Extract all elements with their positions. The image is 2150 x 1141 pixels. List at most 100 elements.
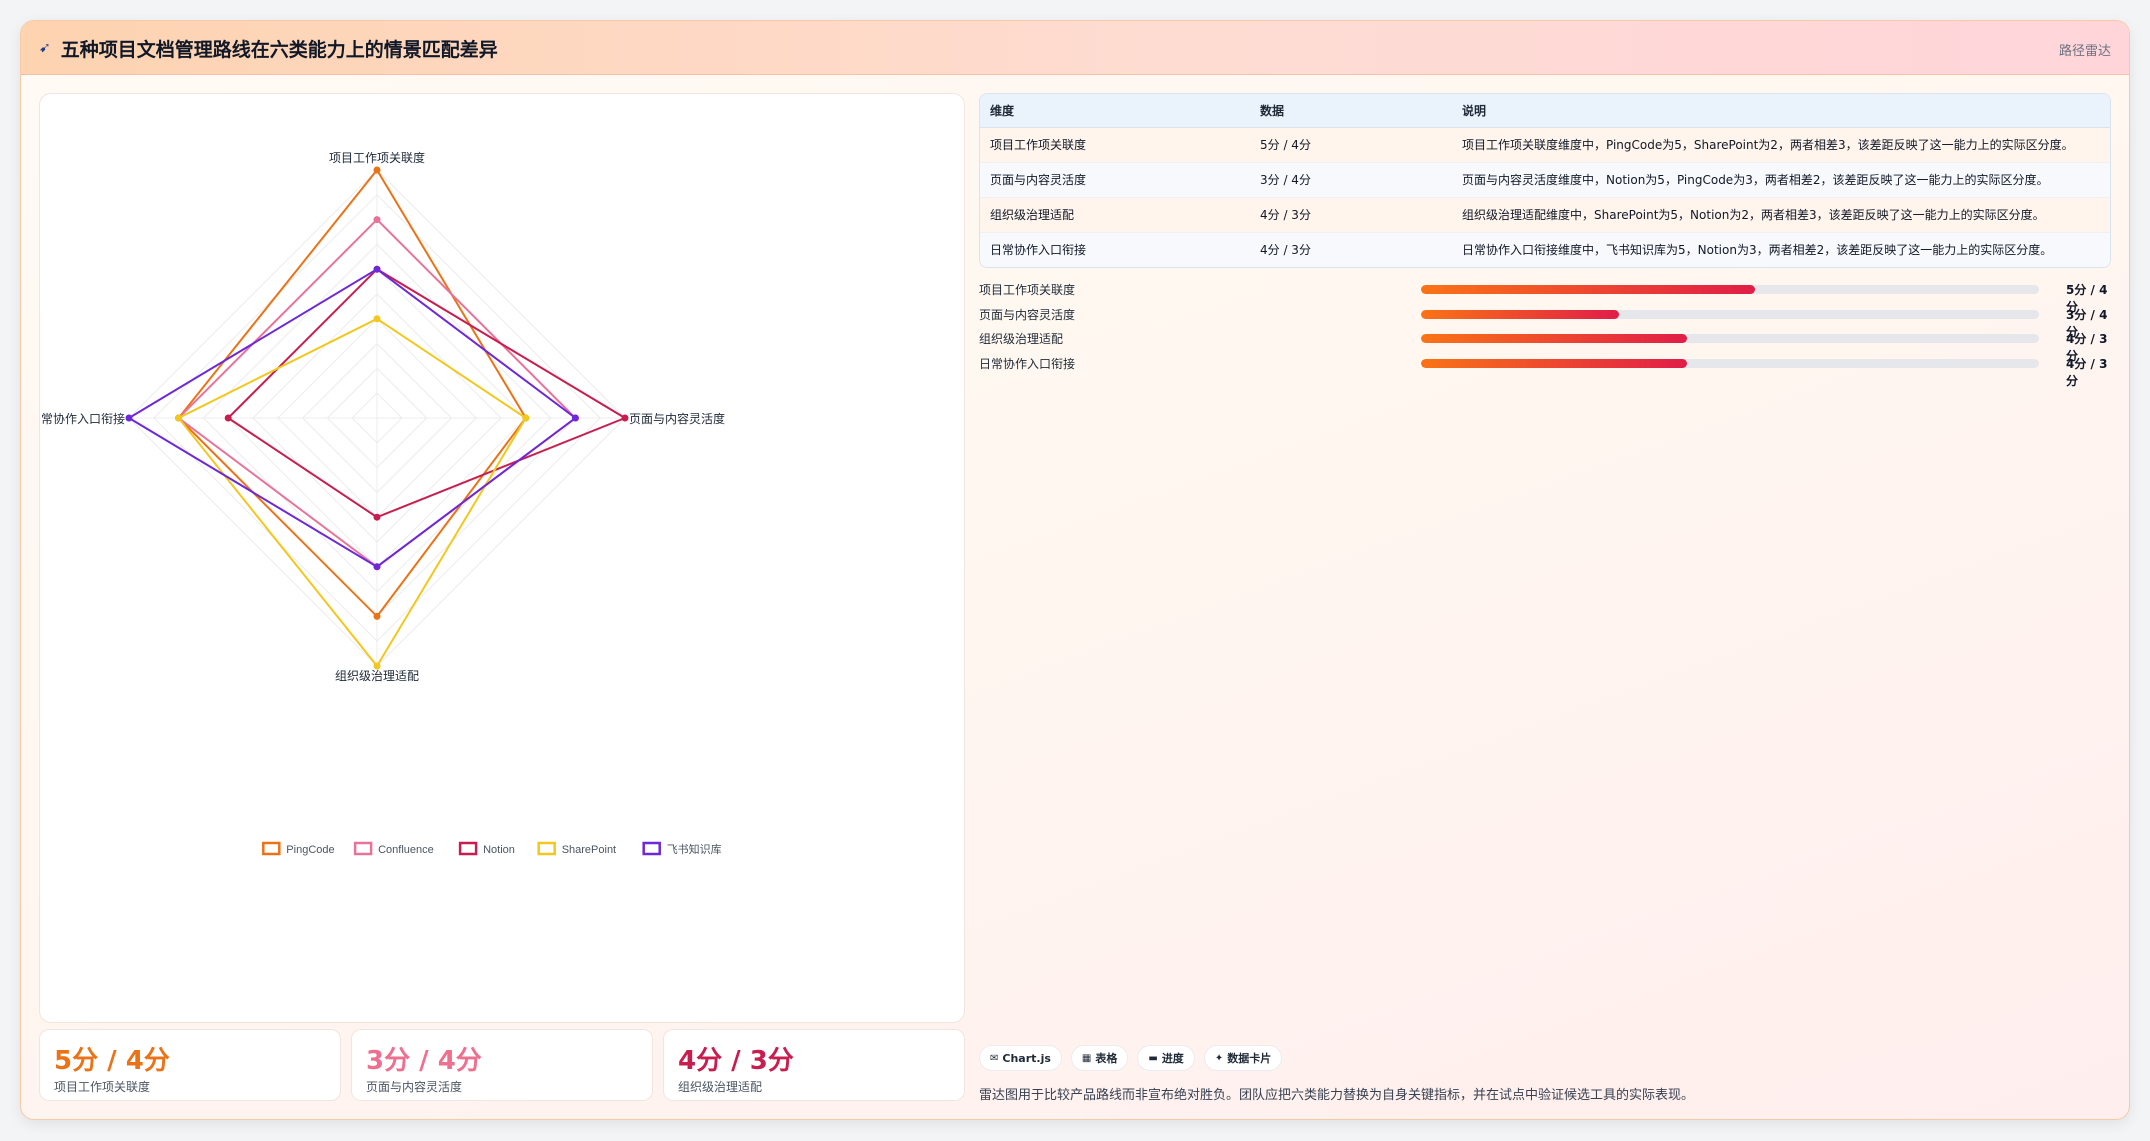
- data-point[interactable]: [373, 563, 381, 571]
- progress-track: [1421, 334, 2039, 343]
- footnote: 雷达图用于比较产品路线而非宣布绝对胜负。团队应把六类能力替换为自身关键指标，并在…: [979, 1088, 1695, 1103]
- table-row: 页面与内容灵活度 3分 / 4分 页面与内容灵活度维度中，Notion为5，Ping…: [980, 162, 2110, 198]
- data-point[interactable]: [373, 166, 381, 174]
- stat-label: 组织级治理适配: [678, 1080, 763, 1094]
- table-row: 项目工作项关联度 5分 / 4分 项目工作项关联度维度中，PingCode为5，Sh…: [980, 127, 2110, 163]
- tech-chip[interactable]: ▬ 进度: [1137, 1045, 1195, 1071]
- data-point[interactable]: [224, 414, 232, 422]
- axis-label: 项目工作项关联度: [329, 150, 425, 165]
- legend-swatch[interactable]: [262, 841, 281, 856]
- progress-value: 4分 / 3分: [2066, 356, 2108, 388]
- table-cell: 项目工作项关联度: [980, 127, 1250, 163]
- header-bar: ➹ 五种项目文档管理路线在六类能力上的情景匹配差异 路径雷达: [21, 21, 2129, 75]
- axis-label: 日常协作入口衔接: [40, 411, 125, 426]
- chip-label: 数据卡片: [1227, 1052, 1272, 1065]
- table-cell: 组织级治理适配: [980, 197, 1250, 233]
- progress-row: 组织级治理适配 4分 / 3分: [979, 326, 2111, 363]
- stat-card: 3分 / 4分页面与内容灵活度: [351, 1029, 653, 1101]
- data-point[interactable]: [621, 414, 629, 422]
- stat-value: 5分 / 4分: [54, 1046, 170, 1076]
- data-point[interactable]: [373, 315, 381, 323]
- table-header-row: 维度 数据 说明: [980, 94, 2110, 128]
- table-header-cell: 数据: [1250, 94, 1452, 128]
- radar-series: [125, 166, 629, 670]
- table-cell: 日常协作入口衔接维度中，飞书知识库为5，Notion为3，两者相差2，该差距反映…: [1452, 232, 2110, 267]
- legend-label[interactable]: Confluence: [378, 844, 434, 856]
- legend-label[interactable]: PingCode: [286, 844, 334, 856]
- progress-value: 4分 / 3分: [2066, 332, 2108, 363]
- table-row: 日常协作入口衔接 4分 / 3分 日常协作入口衔接维度中，飞书知识库为5，Notio…: [980, 232, 2110, 267]
- legend-swatch[interactable]: [353, 841, 373, 856]
- table-header-cell: 维度: [980, 94, 1250, 128]
- progress-track: [1421, 358, 2039, 368]
- data-point[interactable]: [373, 513, 381, 521]
- data-point[interactable]: [373, 216, 381, 224]
- chart-legend: PingCode Confluence Notion SharePoint 飞书知识库: [262, 841, 722, 856]
- table-row: 组织级治理适配 4分 / 3分 组织级治理适配维度中，SharePoint为5，No…: [980, 197, 2110, 233]
- data-point[interactable]: [125, 414, 133, 422]
- progress-row: 项目工作项关联度 5分 / 4分: [979, 277, 2111, 314]
- progress-label: 页面与内容灵活度: [979, 307, 1076, 322]
- tech-chip[interactable]: ✦ 数据卡片: [1203, 1045, 1283, 1071]
- stat-label: 页面与内容灵活度: [366, 1080, 463, 1094]
- progress-value: 3分 / 4分: [2066, 307, 2108, 339]
- chip-label: 表格: [1095, 1052, 1118, 1065]
- table-cell: 4分 / 3分: [1250, 197, 1452, 233]
- stat-label: 项目工作项关联度: [54, 1080, 151, 1094]
- stat-value: 3分 / 4分: [366, 1046, 482, 1076]
- data-point[interactable]: [373, 265, 381, 273]
- progress-fill: [1421, 358, 1687, 368]
- tech-chips: ✉ Chart.js ▦ 表格 ▬ 进度 ✦ 数据卡片: [979, 1045, 1283, 1071]
- page-title: 五种项目文档管理路线在六类能力上的情景匹配差异: [60, 38, 498, 61]
- chip-icon: ✦: [1214, 1052, 1224, 1064]
- progress-value: 5分 / 4分: [2066, 283, 2108, 314]
- progress-list: 项目工作项关联度 5分 / 4分页面与内容灵活度 3分 / 4分组织级治理适配 4分 …: [979, 277, 2111, 388]
- table-cell: 页面与内容灵活度维度中，Notion为5，PingCode为3，两者相差2，该差…: [1452, 162, 2110, 198]
- table-cell: 4分 / 3分: [1250, 232, 1452, 267]
- radar-grid: [128, 169, 626, 667]
- stat-value: 4分 / 3分: [678, 1046, 794, 1076]
- progress-track: [1421, 309, 2039, 319]
- legend-swatch[interactable]: [458, 841, 478, 856]
- data-point[interactable]: [522, 414, 530, 422]
- table-cell: 页面与内容灵活度: [980, 162, 1250, 198]
- chip-icon: ▦: [1081, 1052, 1092, 1064]
- table-cell: 项目工作项关联度维度中，PingCode为5，SharePoint为2，两者相差…: [1452, 127, 2110, 163]
- data-point[interactable]: [373, 662, 381, 670]
- table-header-cell: 说明: [1452, 94, 2110, 128]
- progress-row: 日常协作入口衔接 4分 / 3分: [979, 351, 2111, 388]
- progress-label: 组织级治理适配: [979, 332, 1064, 346]
- stat-card: 5分 / 4分项目工作项关联度: [39, 1029, 341, 1101]
- legend-label[interactable]: 飞书知识库: [667, 842, 722, 856]
- axis-label: 页面与内容灵活度: [629, 411, 725, 426]
- data-point[interactable]: [373, 612, 381, 620]
- progress-row: 页面与内容灵活度 3分 / 4分: [979, 302, 2111, 339]
- data-point[interactable]: [175, 414, 183, 422]
- progress-fill: [1421, 309, 1619, 319]
- legend-label[interactable]: SharePoint: [562, 844, 616, 856]
- telescope-icon: ➹: [39, 40, 51, 56]
- table-cell: 3分 / 4分: [1250, 162, 1452, 198]
- stat-card: 4分 / 3分组织级治理适配: [663, 1029, 965, 1101]
- progress-label: 项目工作项关联度: [979, 283, 1076, 297]
- legend-swatch[interactable]: [642, 841, 661, 856]
- chip-label: 进度: [1161, 1052, 1184, 1065]
- tech-chip[interactable]: ▦ 表格: [1070, 1045, 1129, 1071]
- legend-swatch[interactable]: [537, 841, 556, 856]
- legend-label[interactable]: Notion: [483, 844, 515, 856]
- chip-icon: ▬: [1148, 1052, 1158, 1064]
- chip-label: Chart.js: [1002, 1051, 1051, 1065]
- progress-track: [1421, 285, 2039, 294]
- table-cell: 组织级治理适配维度中，SharePoint为5，Notion为2，两者相差3，该…: [1452, 197, 2110, 233]
- axis-label: 组织级治理适配: [335, 669, 419, 683]
- progress-label: 日常协作入口衔接: [979, 356, 1076, 371]
- table-cell: 日常协作入口衔接: [980, 232, 1250, 267]
- data-table: 维度 数据 说明 项目工作项关联度 5分 / 4分 项目工作项关联度维度中，PingCo…: [979, 93, 2111, 268]
- progress-fill: [1421, 285, 1755, 294]
- data-point[interactable]: [571, 414, 579, 422]
- progress-fill: [1421, 334, 1687, 343]
- chip-icon: ✉: [990, 1052, 999, 1064]
- tech-chip[interactable]: ✉ Chart.js: [979, 1045, 1062, 1071]
